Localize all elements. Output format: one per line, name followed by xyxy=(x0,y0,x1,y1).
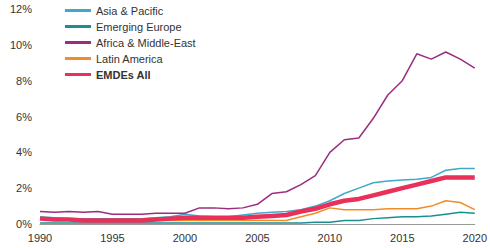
svg-text:8%: 8% xyxy=(16,75,32,87)
svg-text:2005: 2005 xyxy=(245,232,269,244)
svg-text:2000: 2000 xyxy=(173,232,197,244)
svg-text:Latin America: Latin America xyxy=(96,53,164,65)
svg-text:Africa & Middle-East: Africa & Middle-East xyxy=(96,37,196,49)
svg-text:2015: 2015 xyxy=(390,232,414,244)
svg-text:2010: 2010 xyxy=(318,232,342,244)
svg-text:0%: 0% xyxy=(16,218,32,230)
svg-text:6%: 6% xyxy=(16,111,32,123)
svg-text:1995: 1995 xyxy=(100,232,124,244)
svg-text:1990: 1990 xyxy=(28,232,52,244)
svg-text:12%: 12% xyxy=(10,3,32,15)
svg-text:Asia & Pacific: Asia & Pacific xyxy=(96,5,164,17)
svg-text:10%: 10% xyxy=(10,39,32,51)
svg-text:2%: 2% xyxy=(16,182,32,194)
svg-text:4%: 4% xyxy=(16,146,32,158)
svg-text:EMDEs All: EMDEs All xyxy=(96,69,151,81)
svg-text:Emerging Europe: Emerging Europe xyxy=(96,21,182,33)
svg-text:2020: 2020 xyxy=(463,232,487,244)
